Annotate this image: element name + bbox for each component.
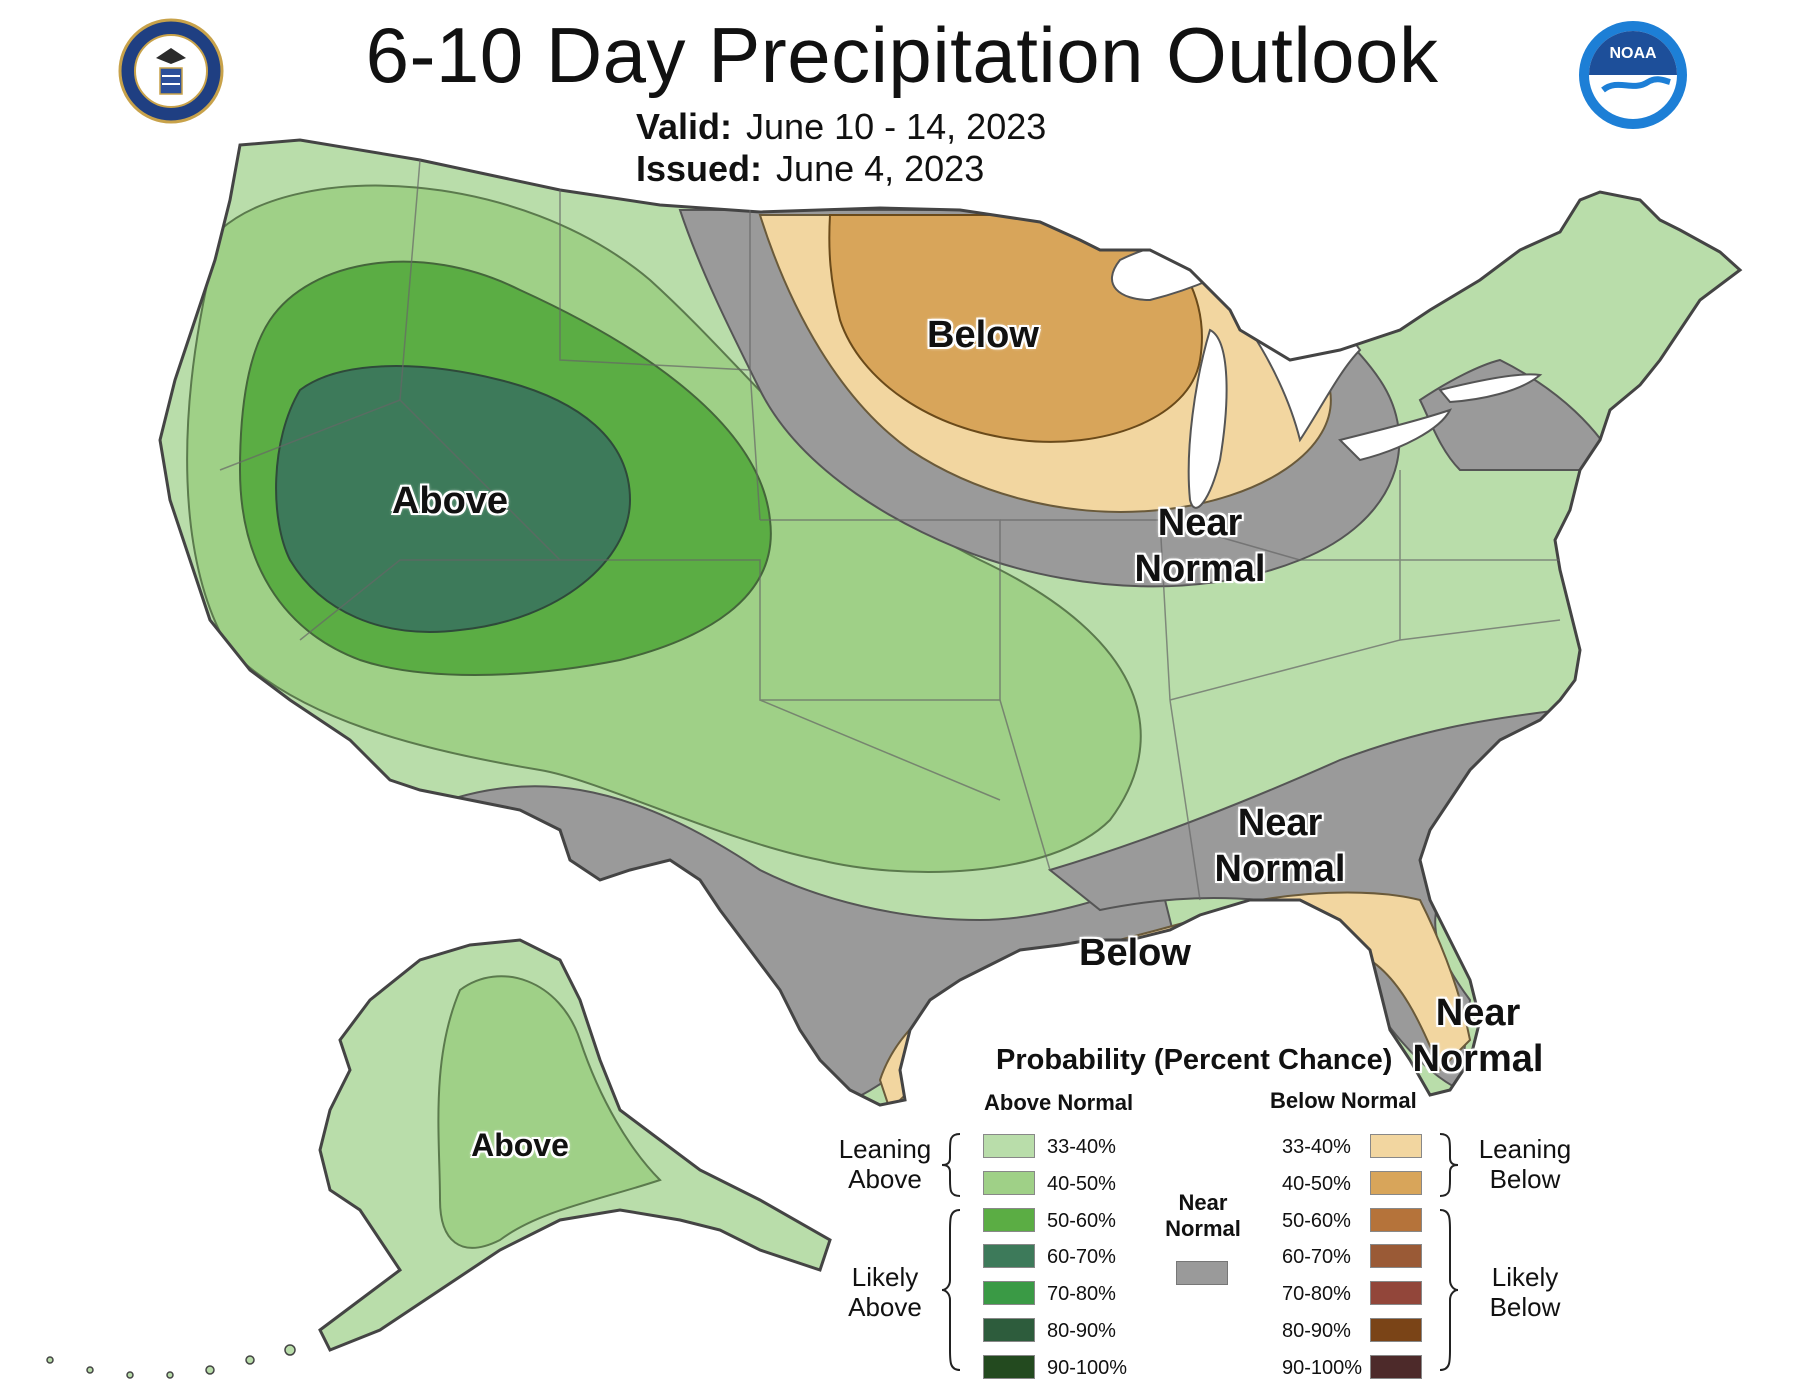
- issued-line: Issued: June 4, 2023: [636, 148, 984, 190]
- valid-value: June 10 - 14, 2023: [746, 106, 1047, 147]
- legend-above-swatch: [983, 1170, 1035, 1195]
- legend-below-percent-label: 60-70%: [1282, 1246, 1351, 1269]
- legend-above-percent-label: 80-90%: [1047, 1320, 1116, 1342]
- legend-likely-below: Likely Below: [1489, 1262, 1561, 1322]
- legend-below-percent-label: 80-90%: [1282, 1320, 1351, 1342]
- legend-below-percent-label: 40-50%: [1282, 1172, 1351, 1195]
- page-title: 6-10 Day Precipitation Outlook: [365, 11, 1439, 99]
- brace-leaning-above: [941, 1133, 961, 1197]
- legend-above-percent-label: 40-50%: [1047, 1172, 1116, 1195]
- legend-above-swatch: [983, 1244, 1035, 1269]
- commerce-seal-logo: [118, 18, 224, 124]
- noaa-logo: NOAA: [1579, 21, 1687, 129]
- legend-leaning-below: Leaning Below: [1478, 1134, 1572, 1194]
- legend-below-swatch: [1370, 1244, 1422, 1269]
- svg-text:NOAA: NOAA: [1609, 45, 1657, 62]
- issued-value: June 4, 2023: [776, 148, 985, 189]
- valid-line: Valid: June 10 - 14, 2023: [636, 106, 1046, 148]
- legend-above-percent-label: 33-40%: [1047, 1136, 1116, 1158]
- legend-leaning-above: Leaning Above: [838, 1134, 932, 1194]
- legend-below-header: Below Normal: [1270, 1088, 1417, 1113]
- legend-below-swatch: [1370, 1170, 1422, 1195]
- legend-below-swatch: [1370, 1281, 1422, 1306]
- legend-above-percent-label: 50-60%: [1047, 1209, 1116, 1232]
- legend-below-swatch: [1370, 1134, 1422, 1158]
- legend-below-percent-label: 33-40%: [1282, 1136, 1351, 1158]
- legend-title: Probability (Percent Chance): [996, 1044, 1393, 1076]
- legend-below-percent-label: 90-100%: [1282, 1356, 1363, 1379]
- label-above-alaska: Above: [471, 1127, 569, 1163]
- legend-above-swatch: [983, 1354, 1035, 1379]
- label-near-normal-midwest: Near Normal: [1134, 502, 1266, 590]
- legend-below-swatch: [1370, 1318, 1422, 1342]
- legend-above-percent-label: 70-80%: [1047, 1283, 1116, 1306]
- label-below-north: Below: [927, 314, 1039, 356]
- brace-likely-below: [1439, 1209, 1459, 1371]
- legend-above-percent-label: 90-100%: [1047, 1356, 1128, 1379]
- valid-label: Valid:: [636, 106, 733, 147]
- legend-above-header: Above Normal: [984, 1090, 1134, 1115]
- brace-leaning-below: [1439, 1133, 1459, 1197]
- legend-likely-above: Likely Above: [848, 1262, 922, 1322]
- legend-below-percent-label: 50-60%: [1282, 1209, 1351, 1232]
- legend-near-normal-header: Near Normal: [1165, 1190, 1241, 1241]
- legend-below-percent-label: 70-80%: [1282, 1283, 1351, 1306]
- legend-above-swatch: [983, 1207, 1035, 1232]
- brace-likely-above: [941, 1209, 961, 1371]
- label-near-normal-florida: Near Normal: [1412, 992, 1544, 1080]
- legend-below-swatch: [1370, 1207, 1422, 1232]
- label-below-gulf: Below: [1079, 932, 1191, 974]
- legend-above-percent-label: 60-70%: [1047, 1246, 1116, 1269]
- legend-above-swatch: [983, 1318, 1035, 1342]
- label-above-west: Above: [391, 480, 509, 522]
- legend-below-swatch: [1370, 1354, 1422, 1379]
- issued-label: Issued:: [636, 148, 763, 189]
- label-near-normal-southeast: Near Normal: [1214, 802, 1346, 890]
- legend-near-normal-swatch: [1176, 1261, 1228, 1285]
- legend-above-swatch: [983, 1281, 1035, 1306]
- legend-above-swatch: [983, 1134, 1035, 1158]
